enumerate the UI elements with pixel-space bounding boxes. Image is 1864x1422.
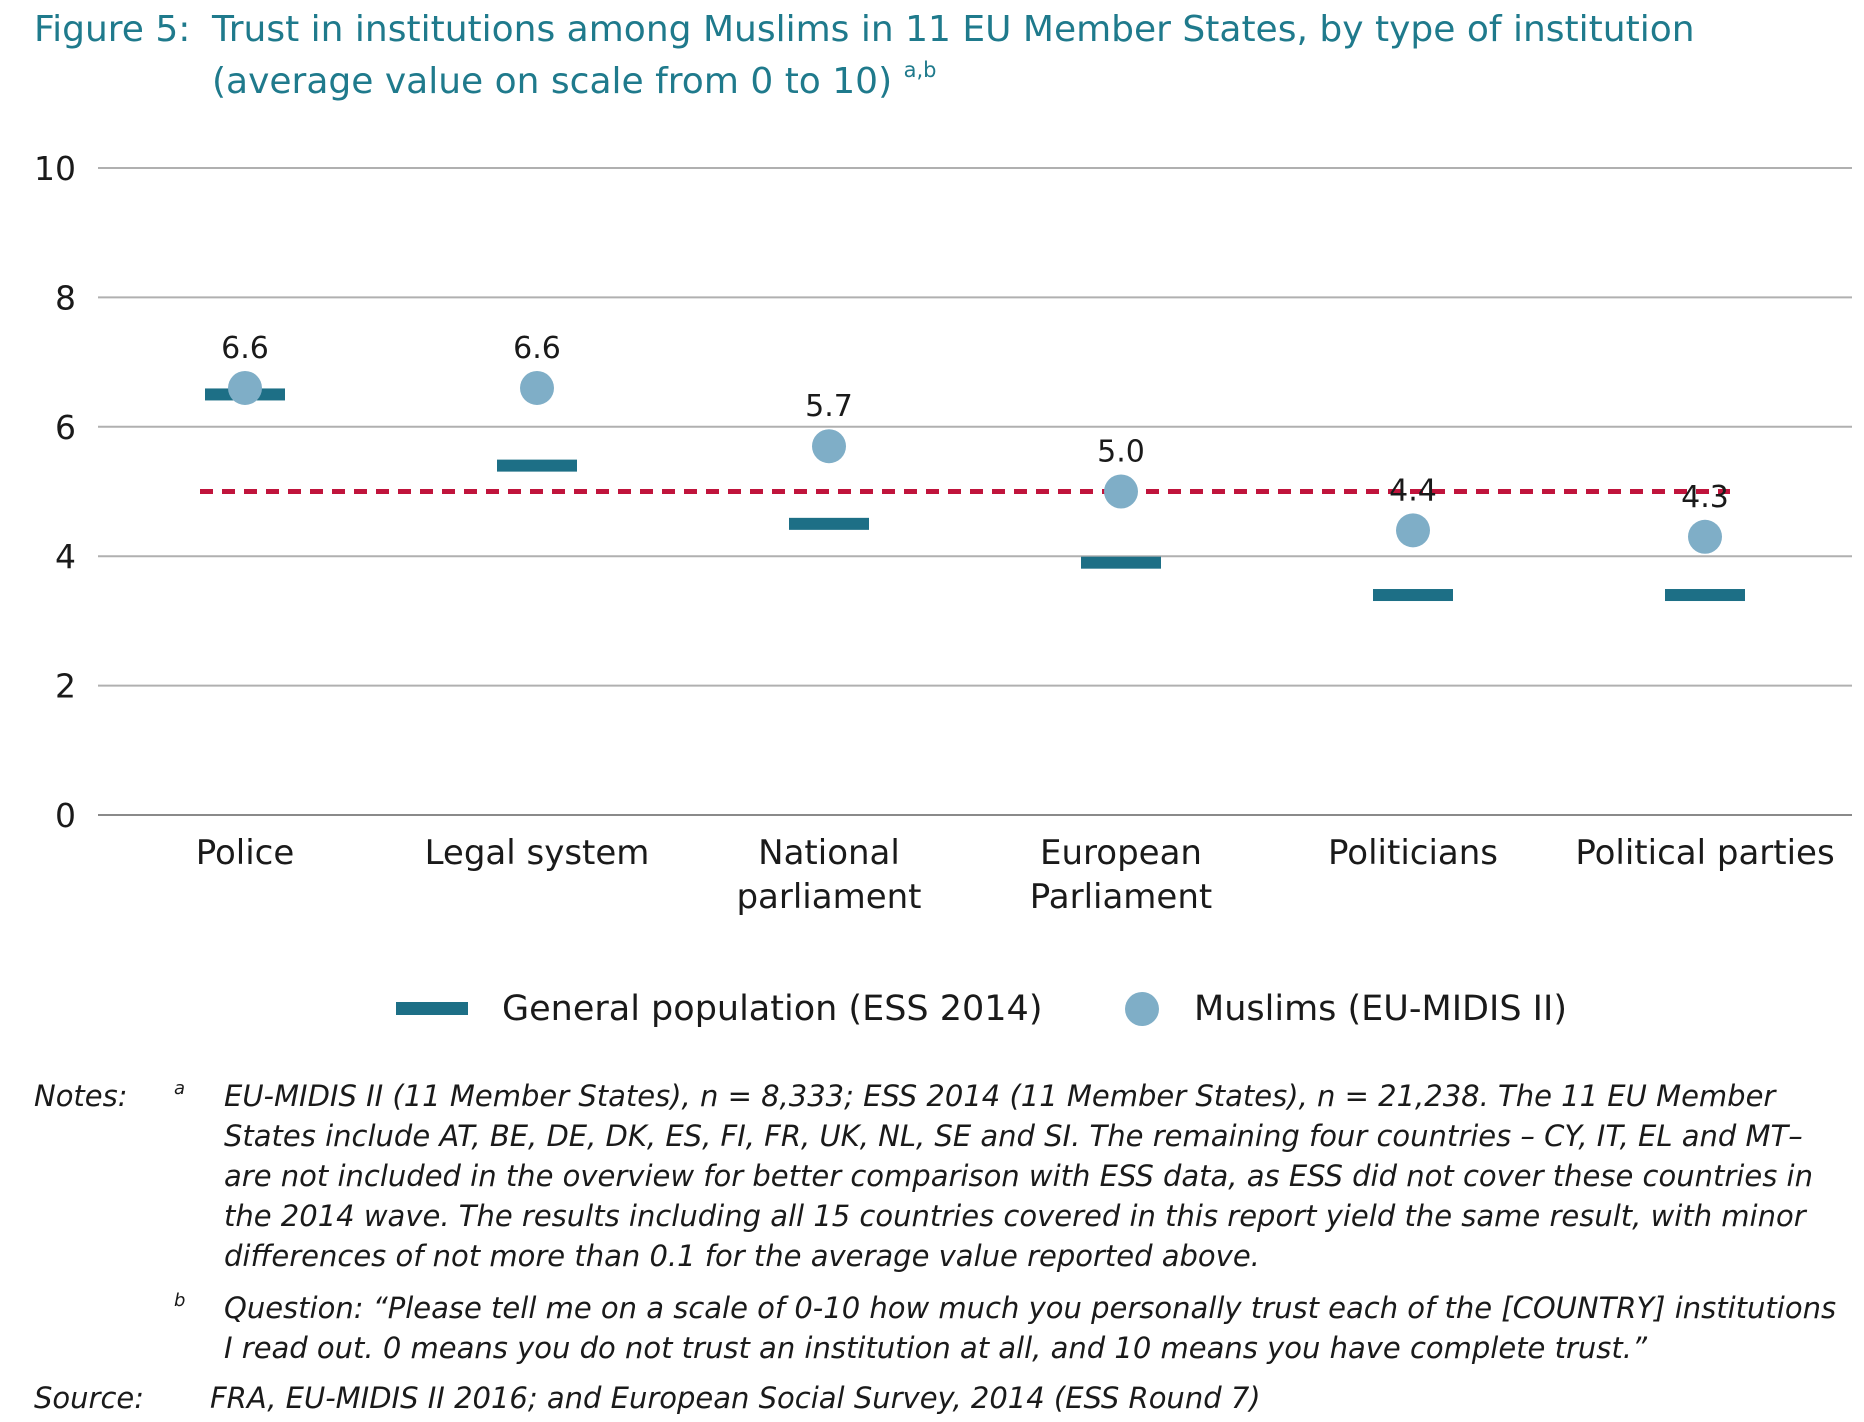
y-tick-label-10: 10 bbox=[34, 149, 76, 188]
category-label-4: Politicians bbox=[1328, 833, 1498, 873]
legend-muslims-label: Muslims (EU-MIDIS II) bbox=[1194, 989, 1567, 1029]
figure-label: Figure 5: bbox=[34, 9, 191, 50]
muslims-marker-5 bbox=[1688, 519, 1722, 554]
source-text: FRA, EU-MIDIS II 2016; and European Soci… bbox=[210, 1381, 1261, 1415]
category-labels: Police Legal system National parliament Euro… bbox=[196, 833, 1835, 917]
category-label-5-line-0: Political parties bbox=[1575, 833, 1834, 873]
note-a-mark: a bbox=[174, 1078, 186, 1099]
general-population-markers bbox=[205, 388, 1745, 602]
category-label-2: National parliament bbox=[736, 833, 921, 917]
category-label-5: Political parties bbox=[1575, 833, 1834, 873]
figure-title-superscript: a,b bbox=[903, 58, 937, 82]
general-population-marker-4 bbox=[1373, 589, 1453, 602]
grid-lines: 0 2 4 6 8 10 bbox=[34, 149, 1852, 835]
category-label-3: European Parliament bbox=[1030, 833, 1212, 917]
category-label-3-line-1: Parliament bbox=[1030, 877, 1212, 917]
y-tick-label-4: 4 bbox=[55, 537, 76, 576]
data-labels: 6.6 6.6 5.7 5.0 4.4 4.3 bbox=[221, 331, 1729, 515]
category-label-3-line-0: European bbox=[1040, 833, 1202, 873]
note-b-mark: b bbox=[174, 1290, 186, 1311]
data-label-4: 4.4 bbox=[1389, 473, 1437, 508]
source-label: Source: bbox=[34, 1381, 145, 1415]
general-population-marker-1 bbox=[497, 459, 577, 472]
y-tick-label-2: 2 bbox=[55, 667, 76, 706]
muslims-marker-2 bbox=[812, 429, 846, 464]
legend: General population (ESS 2014) Muslims (EU… bbox=[396, 989, 1567, 1029]
data-label-1: 6.6 bbox=[513, 331, 561, 366]
figure-title: Trust in institutions among Muslims in 1… bbox=[212, 4, 1852, 108]
category-label-0-line-0: Police bbox=[196, 833, 295, 873]
data-label-3: 5.0 bbox=[1097, 435, 1145, 470]
note-a-text: EU-MIDIS II (11 Member States), n = 8,33… bbox=[224, 1079, 1813, 1273]
muslims-marker-1 bbox=[520, 370, 554, 405]
y-tick-label-0: 0 bbox=[55, 796, 76, 835]
data-label-2: 5.7 bbox=[805, 389, 853, 424]
y-tick-label-6: 6 bbox=[55, 408, 76, 447]
legend-general-population-swatch bbox=[396, 1002, 468, 1015]
data-label-0: 6.6 bbox=[221, 331, 269, 366]
general-population-marker-3 bbox=[1081, 556, 1161, 569]
note-b-text: Question: “Please tell me on a scale of … bbox=[224, 1291, 1837, 1365]
muslims-markers bbox=[228, 370, 1722, 554]
notes-label: Notes: bbox=[34, 1079, 128, 1113]
category-label-1: Legal system bbox=[425, 833, 650, 873]
trust-chart: 0 2 4 6 8 10 6.6 6.6 5.7 5.0 4.4 4.3 Police Legal s… bbox=[34, 149, 1852, 1029]
general-population-marker-5 bbox=[1665, 589, 1745, 602]
figure-title-text: Trust in institutions among Muslims in 1… bbox=[212, 9, 1695, 102]
general-population-marker-2 bbox=[789, 517, 869, 530]
legend-general-population-label: General population (ESS 2014) bbox=[502, 989, 1042, 1029]
legend-muslims-swatch bbox=[1125, 992, 1159, 1026]
category-label-1-line-0: Legal system bbox=[425, 833, 650, 873]
category-label-4-line-0: Politicians bbox=[1328, 833, 1498, 873]
muslims-marker-0 bbox=[228, 370, 262, 405]
category-label-2-line-0: National bbox=[758, 833, 900, 873]
category-label-2-line-1: parliament bbox=[736, 877, 921, 917]
category-label-0: Police bbox=[196, 833, 295, 873]
muslims-marker-3 bbox=[1104, 474, 1138, 509]
y-tick-label-8: 8 bbox=[55, 278, 76, 317]
data-label-5: 4.3 bbox=[1681, 480, 1729, 515]
muslims-marker-4 bbox=[1396, 513, 1430, 548]
